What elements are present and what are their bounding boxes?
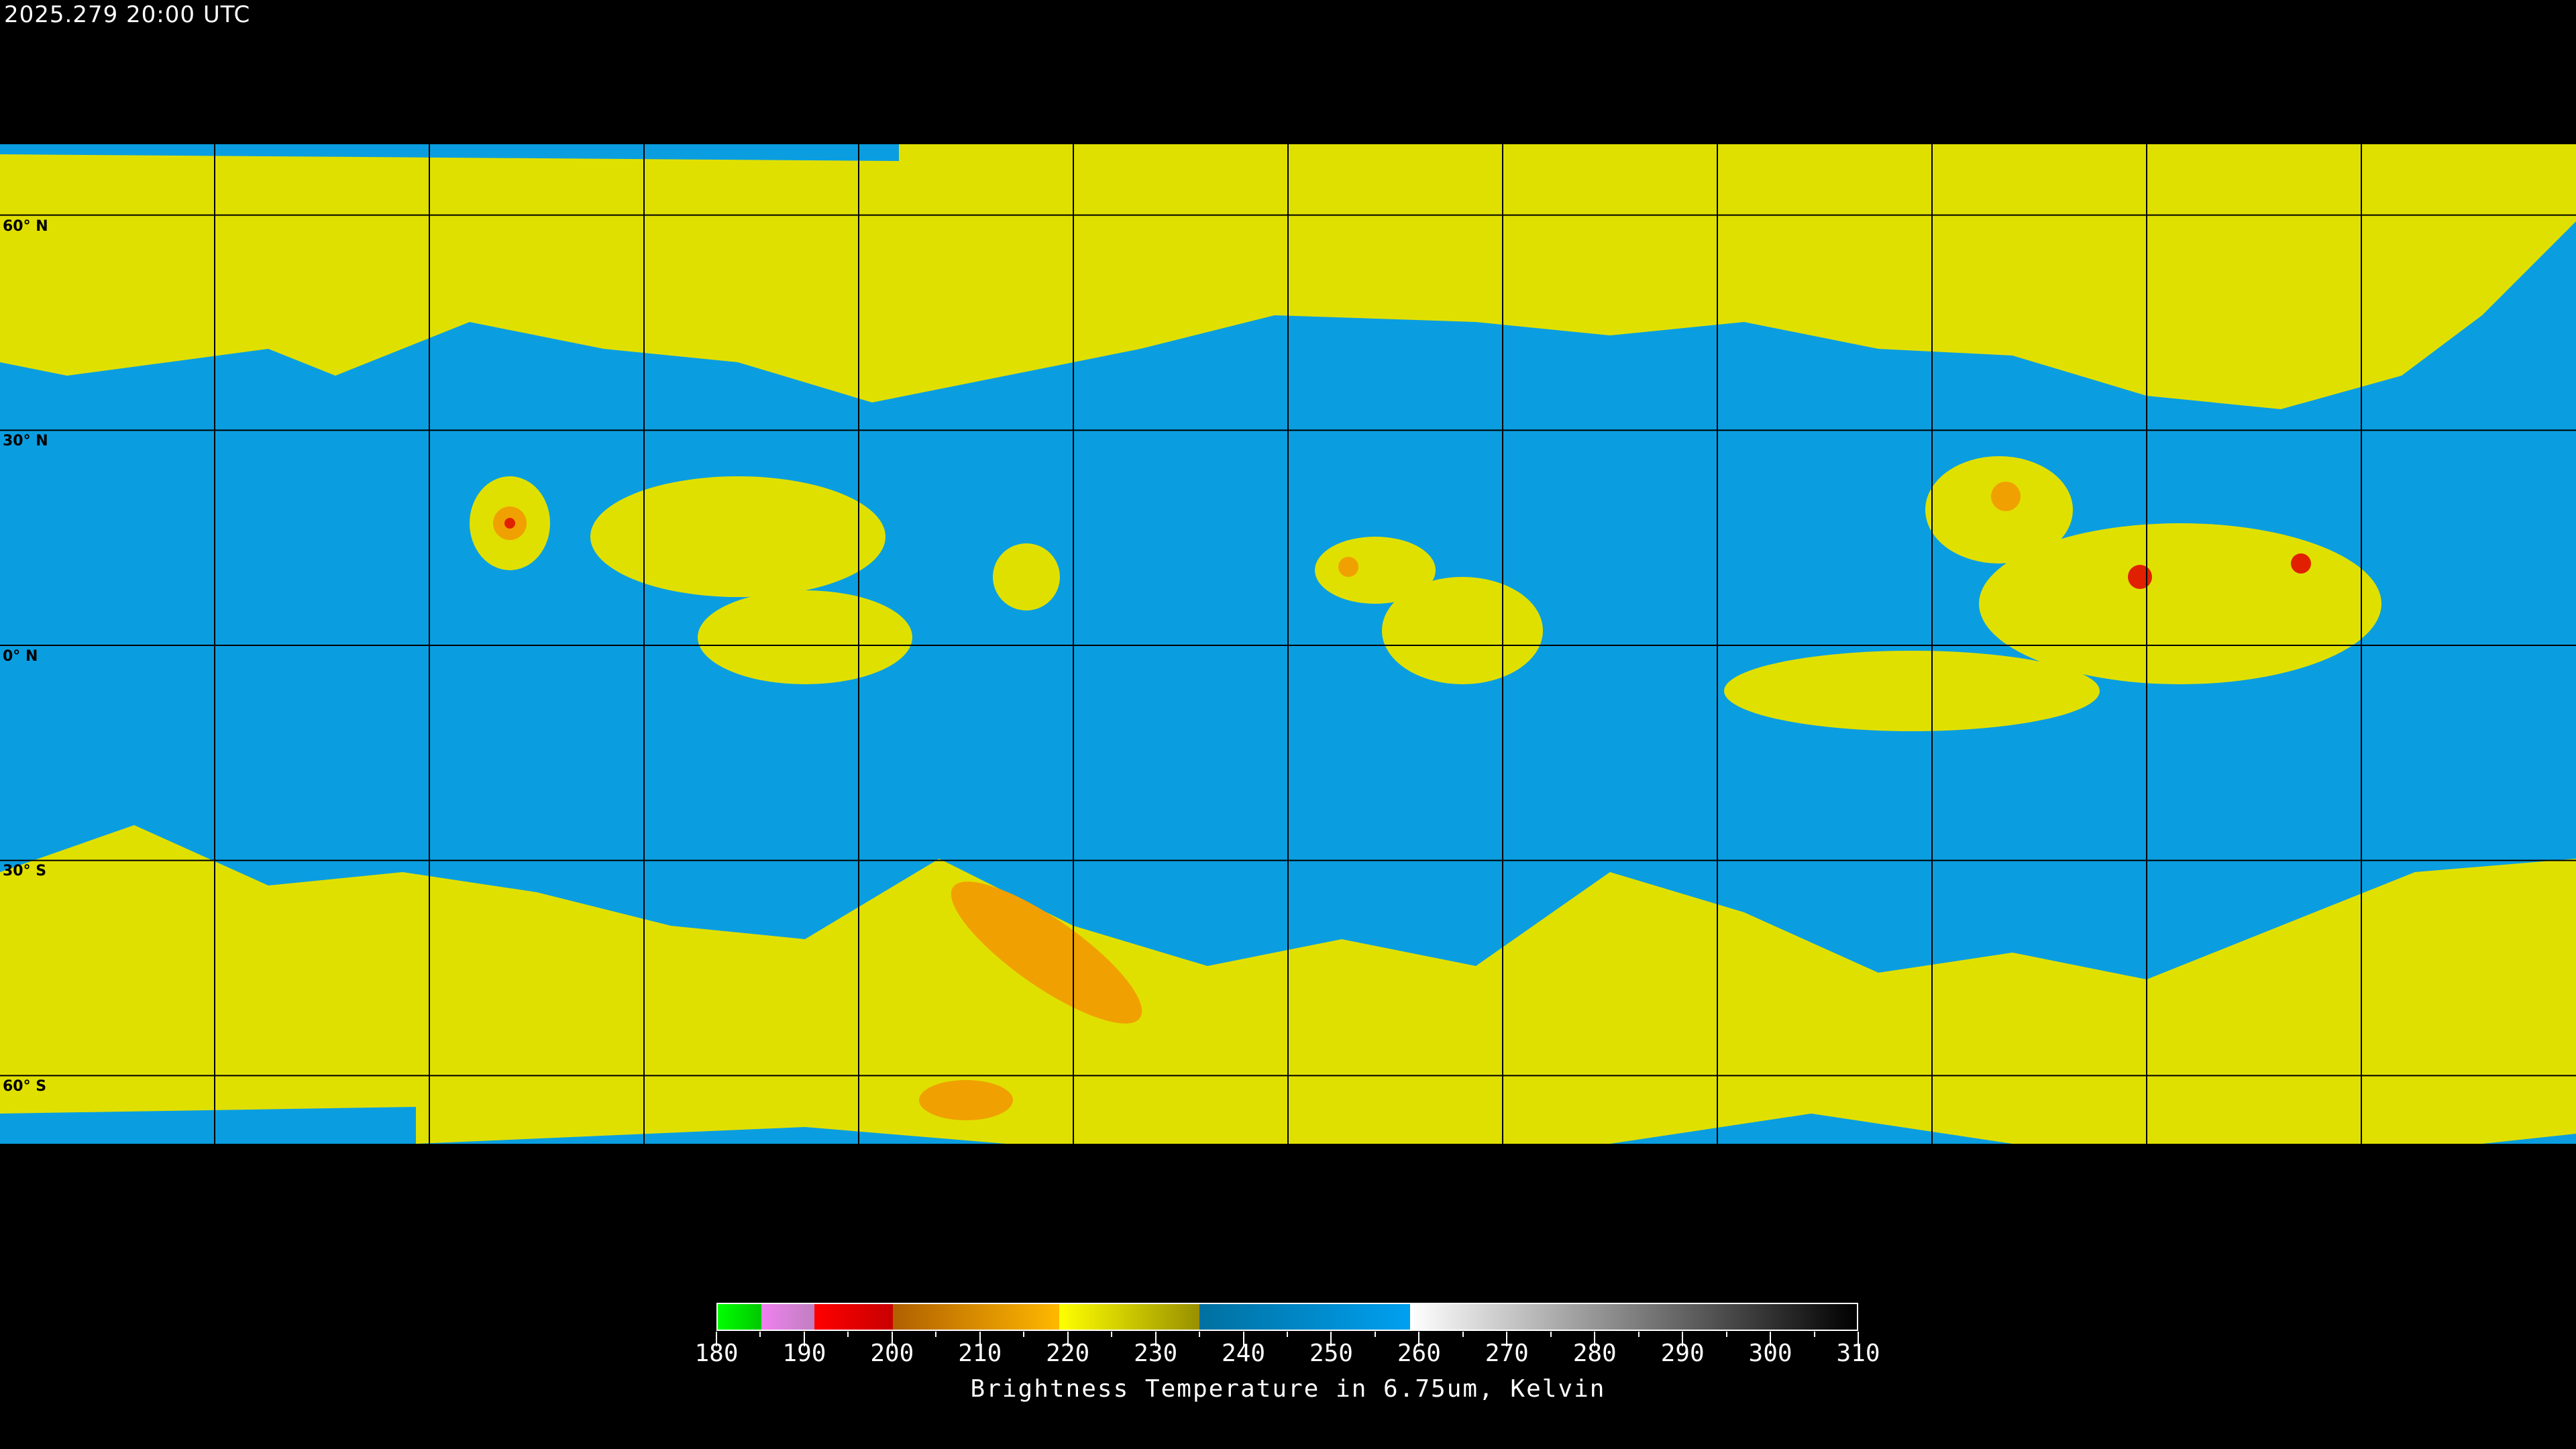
colorbar-tick: [1155, 1332, 1157, 1346]
colorbar-tick-label: 260: [1397, 1340, 1441, 1367]
colorbar-tick: [1067, 1332, 1069, 1346]
colorbar-tick-label: 190: [782, 1340, 826, 1367]
colorbar-segment: [718, 1304, 762, 1330]
colorbar-tick-label: 240: [1222, 1340, 1266, 1367]
colorbar-tick: [1374, 1332, 1376, 1337]
colorbar-tick: [979, 1332, 981, 1346]
satellite-map: [0, 144, 2576, 1144]
colorbar-segment: [1059, 1304, 1200, 1330]
colorbar-tick: [1242, 1332, 1244, 1346]
colorbar-tick-label: 230: [1134, 1340, 1178, 1367]
colorbar-tick: [847, 1332, 849, 1337]
colorbar-tick: [759, 1332, 761, 1337]
colorbar-tick-label: 270: [1485, 1340, 1529, 1367]
colorbar-tick: [1462, 1332, 1464, 1337]
colorbar-tick: [891, 1332, 893, 1346]
lat-label-60s: 60° S: [3, 1078, 47, 1095]
colorbar-tick: [1813, 1332, 1815, 1337]
colorbar-segment: [814, 1304, 894, 1330]
colorbar-tick: [1725, 1332, 1727, 1337]
lat-label-60n: 60° N: [3, 218, 48, 235]
colorbar: [716, 1303, 1858, 1331]
colorbar-tick: [1594, 1332, 1596, 1346]
colorbar-segment: [893, 1304, 1060, 1330]
colorbar-tick: [716, 1332, 717, 1346]
colorbar-tick: [1023, 1332, 1025, 1337]
colorbar-segment: [761, 1304, 814, 1330]
colorbar-tick: [1550, 1332, 1552, 1337]
colorbar-tick: [1418, 1332, 1420, 1346]
colorbar-tick-label: 290: [1660, 1340, 1705, 1367]
colorbar-segment: [1199, 1304, 1410, 1330]
lat-label-0n: 0° N: [3, 648, 38, 665]
colorbar-tick: [1506, 1332, 1508, 1346]
colorbar-tick: [1199, 1332, 1201, 1337]
lat-label-30s: 30° S: [3, 863, 47, 879]
colorbar-tick: [1111, 1332, 1113, 1337]
colorbar-tick-label: 180: [694, 1340, 739, 1367]
colorbar-tick-label: 250: [1309, 1340, 1353, 1367]
colorbar-tick: [1858, 1332, 1859, 1346]
colorbar-tick-label: 210: [958, 1340, 1002, 1367]
colorbar-tick-label: 300: [1748, 1340, 1792, 1367]
colorbar-tick: [1287, 1332, 1288, 1337]
colorbar-tick: [803, 1332, 805, 1346]
colorbar-segment: [1409, 1304, 1857, 1330]
lat-label-30n: 30° N: [3, 433, 48, 449]
colorbar-tick: [1770, 1332, 1772, 1346]
colorbar-tick-label: 200: [870, 1340, 914, 1367]
colorbar-tick: [1330, 1332, 1332, 1346]
lat-lon-grid: [0, 214, 2576, 1077]
colorbar-title: Brightness Temperature in 6.75um, Kelvin: [970, 1375, 1606, 1403]
colorbar-tick: [1638, 1332, 1640, 1337]
colorbar-tick-label: 220: [1046, 1340, 1090, 1367]
timestamp: 2025.279 20:00 UTC: [4, 1, 251, 28]
colorbar-tick-label: 280: [1572, 1340, 1617, 1367]
colorbar-tick: [1682, 1332, 1684, 1346]
colorbar-tick: [935, 1332, 937, 1337]
colorbar-tick-label: 310: [1836, 1340, 1880, 1367]
